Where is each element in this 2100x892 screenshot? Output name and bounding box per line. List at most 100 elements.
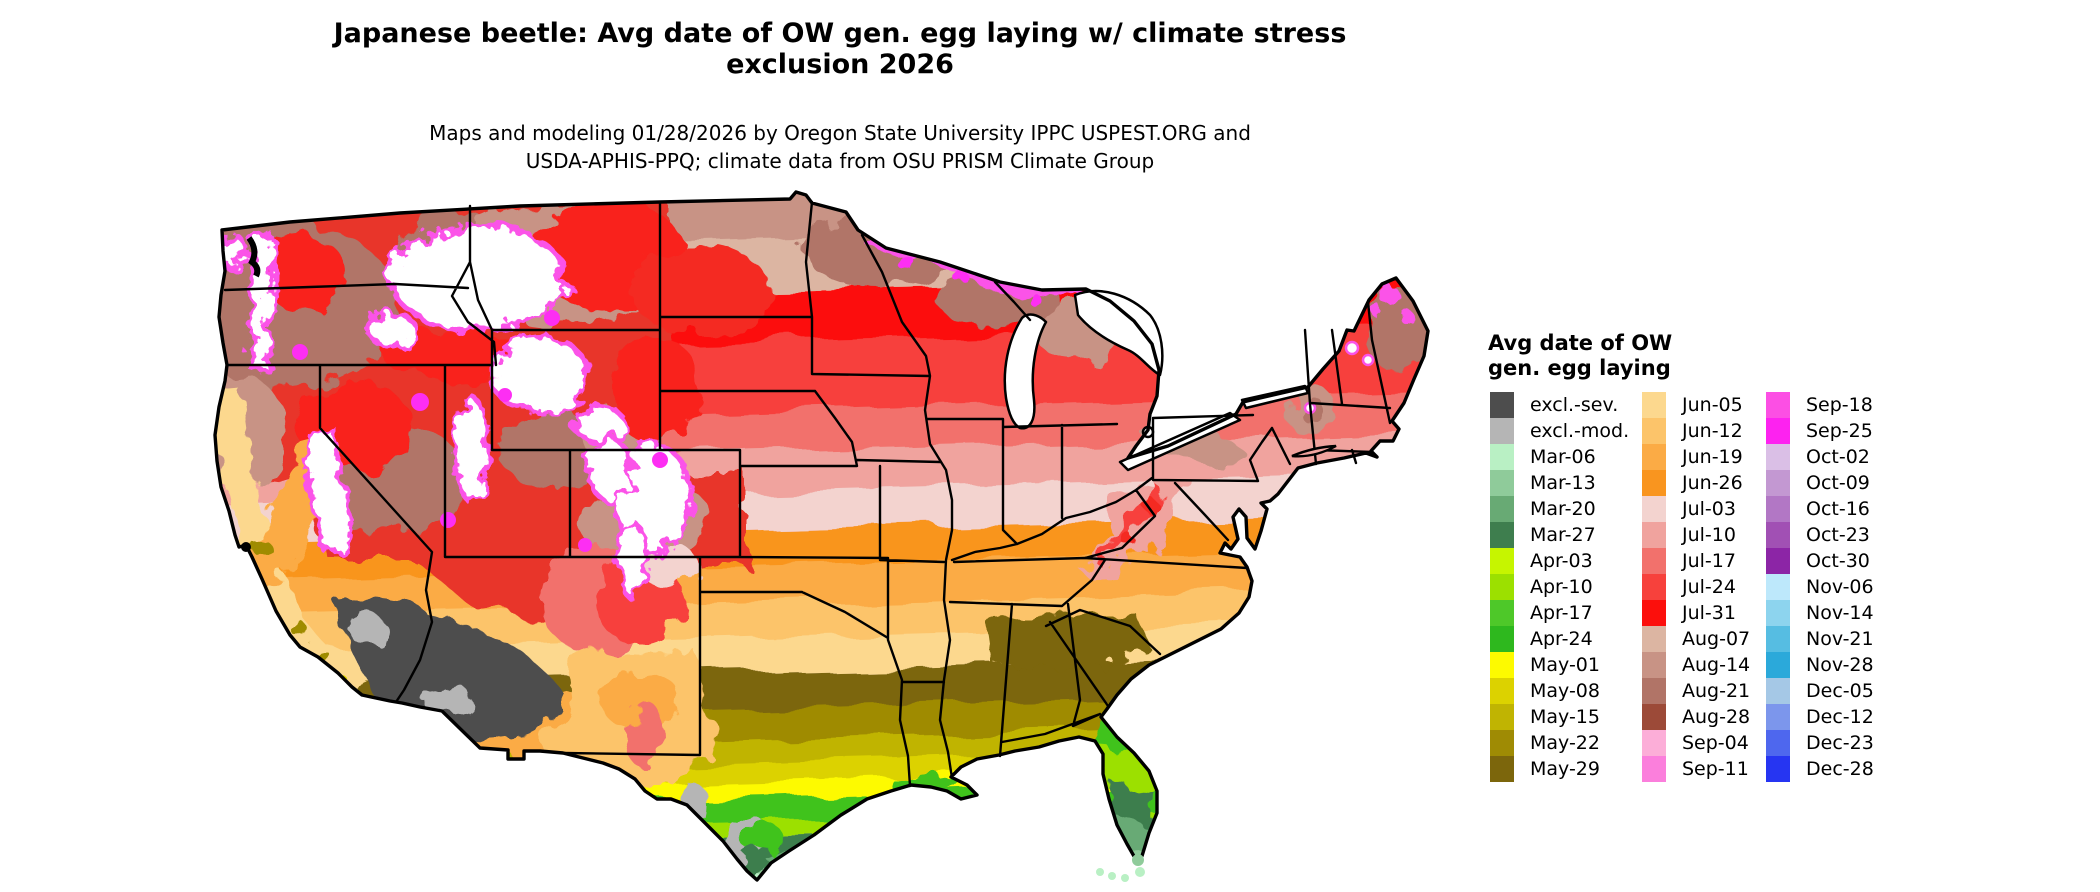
legend-title-line-1: Avg date of OW <box>1488 331 1673 355</box>
legend-entry: Mar-20 <box>1490 496 1629 522</box>
map-legend: Avg date of OW gen. egg laying excl.-sev… <box>1488 331 1948 782</box>
legend-swatch <box>1490 522 1514 548</box>
magenta-speckles <box>292 310 668 552</box>
legend-entry: Jul-03 <box>1642 496 1750 522</box>
legend-label: Dec-28 <box>1806 758 1874 780</box>
legend-swatch <box>1642 574 1666 600</box>
legend-label: Aug-28 <box>1682 706 1751 728</box>
legend-entry: Jul-24 <box>1642 574 1750 600</box>
legend-label: Dec-23 <box>1806 732 1874 754</box>
legend-label: Jun-19 <box>1682 446 1743 468</box>
legend-swatch <box>1490 730 1514 756</box>
legend-swatch <box>1766 470 1790 496</box>
puget-sound <box>246 236 261 278</box>
legend-entry: Jun-05 <box>1642 392 1750 418</box>
legend-label: Oct-09 <box>1806 472 1870 494</box>
legend-entry: excl.-sev. <box>1490 392 1629 418</box>
legend-entry: Nov-06 <box>1766 574 1874 600</box>
legend-swatch <box>1642 678 1666 704</box>
legend-entry: Mar-27 <box>1490 522 1629 548</box>
legend-label: Sep-18 <box>1806 394 1873 416</box>
legend-label: Dec-12 <box>1806 706 1874 728</box>
legend-label: Apr-10 <box>1530 576 1593 598</box>
legend-label: Nov-21 <box>1806 628 1874 650</box>
legend-entry: Nov-21 <box>1766 626 1874 652</box>
legend-entry: Apr-17 <box>1490 600 1629 626</box>
mountain-peaks <box>216 223 693 601</box>
legend-label: Apr-03 <box>1530 550 1593 572</box>
legend-entry: Aug-07 <box>1642 626 1750 652</box>
legend-label: Sep-25 <box>1806 420 1873 442</box>
legend-entry: excl.-mod. <box>1490 418 1629 444</box>
legend-label: Jul-03 <box>1682 498 1736 520</box>
legend-entry: Dec-28 <box>1766 756 1874 782</box>
legend-entry: Sep-04 <box>1642 730 1750 756</box>
legend-title-line-2: gen. egg laying <box>1488 356 1671 380</box>
page-title: Japanese beetle: Avg date of OW gen. egg… <box>80 18 1600 80</box>
legend-swatch <box>1642 392 1666 418</box>
florida-keys <box>1096 854 1145 882</box>
legend-swatch <box>1490 652 1514 678</box>
title-line-1: Japanese beetle: Avg date of OW gen. egg… <box>333 18 1347 49</box>
legend-entry: Dec-05 <box>1766 678 1874 704</box>
legend-entry: Dec-12 <box>1766 704 1874 730</box>
legend-label: Jun-12 <box>1682 420 1743 442</box>
legend-swatch <box>1642 548 1666 574</box>
legend-label: Jul-24 <box>1682 576 1736 598</box>
subtitle-line-1: Maps and modeling 01/28/2026 by Oregon S… <box>429 121 1251 145</box>
legend-swatch <box>1766 496 1790 522</box>
legend-label: Apr-17 <box>1530 602 1593 624</box>
us-outline <box>213 190 1430 882</box>
legend-entry: Jun-19 <box>1642 444 1750 470</box>
legend-entry: May-22 <box>1490 730 1629 756</box>
legend-label: Aug-14 <box>1682 654 1751 676</box>
legend-label: Nov-06 <box>1806 576 1874 598</box>
legend-swatch <box>1766 418 1790 444</box>
legend-entry: Aug-21 <box>1642 678 1750 704</box>
legend-swatch <box>1642 444 1666 470</box>
legend-label: Jun-26 <box>1682 472 1743 494</box>
legend-swatch <box>1766 678 1790 704</box>
legend-label: May-01 <box>1530 654 1600 676</box>
legend-label: Apr-24 <box>1530 628 1593 650</box>
legend-swatch <box>1766 522 1790 548</box>
legend-swatch <box>1766 548 1790 574</box>
legend-swatch <box>1490 392 1514 418</box>
legend-swatch <box>1766 756 1790 782</box>
legend-column-2: Jun-05 Jun-12 Jun-19 Jun-26 Jul-03 Jul-10 Jul-… <box>1642 392 1750 782</box>
legend-entry: Oct-02 <box>1766 444 1874 470</box>
legend-swatch <box>1490 470 1514 496</box>
legend-entry: Jul-17 <box>1642 548 1750 574</box>
legend-swatch <box>1490 600 1514 626</box>
legend-entry: May-29 <box>1490 756 1629 782</box>
legend-swatch <box>1490 678 1514 704</box>
legend-column-1: excl.-sev. excl.-mod. Mar-06 Mar-13 Mar-20 Ma… <box>1490 392 1629 782</box>
legend-swatch <box>1490 704 1514 730</box>
page-subtitle: Maps and modeling 01/28/2026 by Oregon S… <box>80 119 1600 175</box>
legend-entry: Mar-06 <box>1490 444 1629 470</box>
legend-swatch <box>1490 756 1514 782</box>
legend-label: Aug-07 <box>1682 628 1751 650</box>
legend-entry: Sep-18 <box>1766 392 1874 418</box>
legend-swatch <box>1490 418 1514 444</box>
legend-entry: May-08 <box>1490 678 1629 704</box>
legend-swatch <box>1642 756 1666 782</box>
legend-swatch <box>1766 600 1790 626</box>
legend-entry: Jul-31 <box>1642 600 1750 626</box>
legend-entry: Oct-16 <box>1766 496 1874 522</box>
legend-swatch <box>1642 470 1666 496</box>
legend-entry: Jul-10 <box>1642 522 1750 548</box>
legend-label: Nov-14 <box>1806 602 1874 624</box>
legend-label: Jun-05 <box>1682 394 1743 416</box>
long-island <box>1291 444 1337 458</box>
legend-entry: Oct-30 <box>1766 548 1874 574</box>
legend-label: Sep-11 <box>1682 758 1749 780</box>
legend-label: Nov-28 <box>1806 654 1874 676</box>
legend-entry: Oct-23 <box>1766 522 1874 548</box>
lake-michigan <box>1003 313 1048 430</box>
legend-entry: Dec-23 <box>1766 730 1874 756</box>
legend-entry: Sep-11 <box>1642 756 1750 782</box>
legend-entry: Apr-24 <box>1490 626 1629 652</box>
